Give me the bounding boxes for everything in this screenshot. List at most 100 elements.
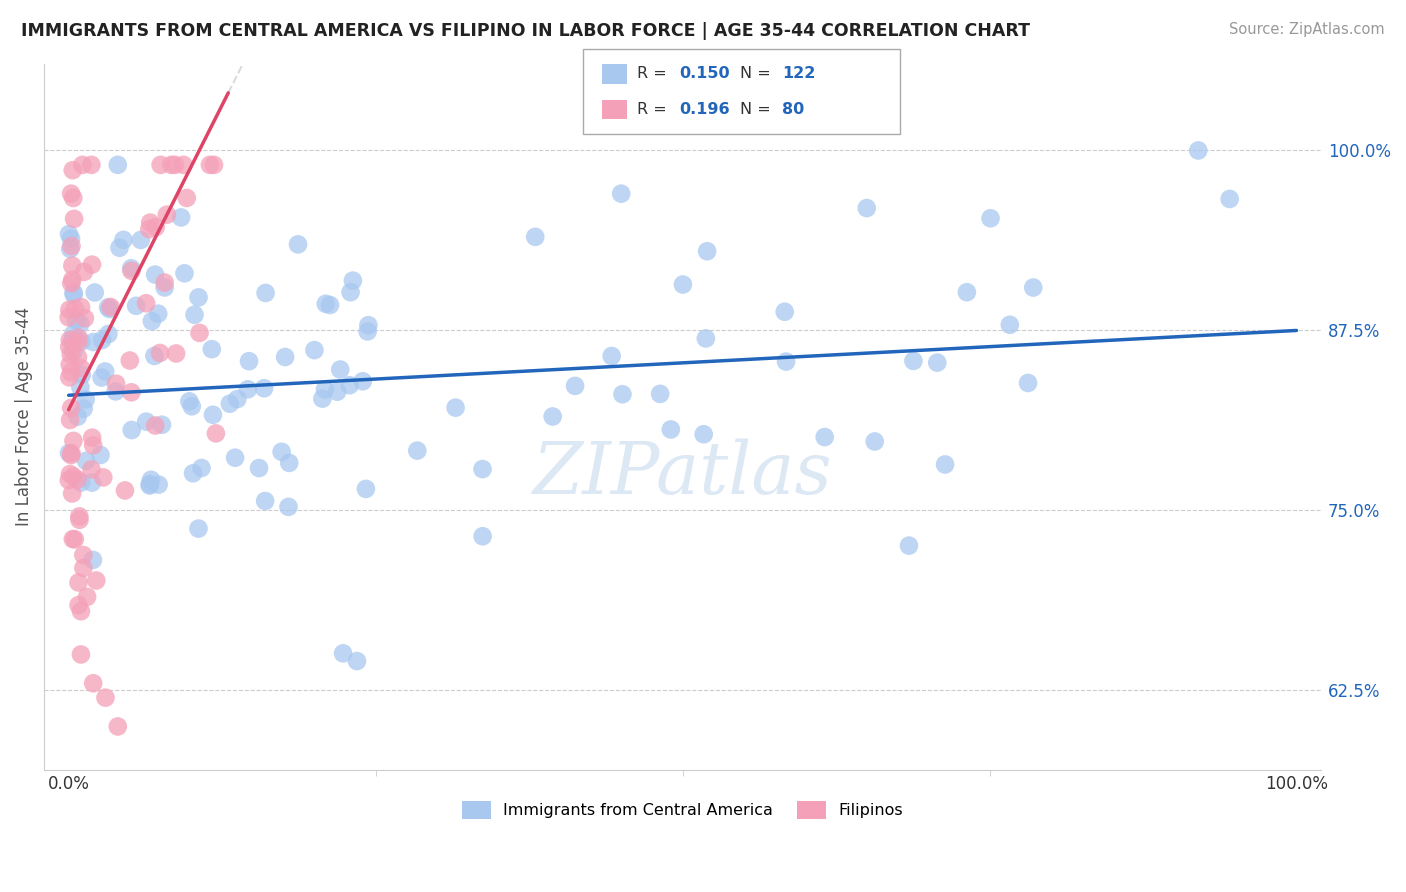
- Point: [58, 310, 80, 325]
- Point: [66, 473, 89, 487]
- Point: [165, 346, 187, 360]
- Point: [82, 438, 104, 452]
- Point: [70, 300, 93, 314]
- Point: [187, 522, 209, 536]
- Point: [112, 233, 135, 247]
- Point: [67, 335, 90, 350]
- Point: [60, 186, 83, 201]
- Point: [254, 285, 277, 300]
- Point: [59, 333, 82, 347]
- Point: [270, 445, 292, 459]
- Point: [82, 553, 104, 567]
- Text: 122: 122: [782, 66, 815, 81]
- Point: [319, 298, 342, 312]
- Point: [172, 158, 194, 172]
- Point: [173, 266, 195, 280]
- Point: [149, 346, 172, 360]
- Point: [60, 486, 83, 500]
- Point: [153, 280, 176, 294]
- Point: [60, 448, 83, 462]
- Point: [58, 370, 80, 384]
- Text: 0.150: 0.150: [679, 66, 730, 81]
- Point: [190, 461, 212, 475]
- Point: [692, 427, 714, 442]
- Point: [775, 354, 797, 368]
- Point: [80, 462, 103, 476]
- Point: [138, 478, 160, 492]
- Point: [59, 347, 82, 361]
- Point: [63, 533, 86, 547]
- Point: [311, 392, 333, 406]
- Text: IMMIGRANTS FROM CENTRAL AMERICA VS FILIPINO IN LABOR FORCE | AGE 35-44 CORRELATI: IMMIGRANTS FROM CENTRAL AMERICA VS FILIP…: [21, 22, 1031, 40]
- Point: [150, 417, 173, 432]
- Point: [90, 370, 112, 384]
- Point: [58, 302, 80, 317]
- Point: [76, 590, 98, 604]
- Point: [659, 422, 682, 436]
- Point: [135, 415, 157, 429]
- Point: [855, 201, 877, 215]
- Point: [100, 300, 122, 314]
- Point: [326, 384, 349, 399]
- Point: [315, 297, 337, 311]
- Point: [94, 364, 117, 378]
- Point: [903, 354, 925, 368]
- Point: [179, 394, 201, 409]
- Point: [89, 448, 111, 462]
- Point: [650, 387, 672, 401]
- Point: [339, 378, 361, 392]
- Point: [1219, 192, 1241, 206]
- Point: [121, 423, 143, 437]
- Point: [62, 191, 84, 205]
- Point: [60, 446, 83, 460]
- Point: [148, 307, 170, 321]
- Point: [80, 475, 103, 490]
- Point: [70, 334, 93, 349]
- Point: [139, 216, 162, 230]
- Point: [863, 434, 886, 449]
- Point: [67, 509, 90, 524]
- Point: [346, 654, 368, 668]
- Point: [60, 273, 83, 287]
- Point: [62, 434, 84, 448]
- Point: [773, 304, 796, 318]
- Text: N =: N =: [740, 102, 776, 117]
- Point: [67, 575, 90, 590]
- Point: [135, 296, 157, 310]
- Point: [97, 326, 120, 341]
- Point: [956, 285, 979, 300]
- Point: [277, 500, 299, 514]
- Point: [238, 354, 260, 368]
- Point: [67, 331, 90, 345]
- Point: [65, 314, 87, 328]
- Point: [695, 331, 717, 345]
- Point: [141, 314, 163, 328]
- Point: [120, 261, 142, 276]
- Point: [160, 158, 183, 172]
- Point: [82, 676, 104, 690]
- Point: [471, 529, 494, 543]
- Text: R =: R =: [637, 102, 672, 117]
- Point: [62, 333, 84, 347]
- Point: [332, 646, 354, 660]
- Point: [62, 285, 84, 300]
- Point: [58, 340, 80, 354]
- Point: [98, 301, 121, 316]
- Point: [139, 473, 162, 487]
- Point: [75, 454, 97, 468]
- Point: [72, 561, 94, 575]
- Point: [80, 158, 103, 172]
- Point: [236, 382, 259, 396]
- Point: [165, 158, 187, 172]
- Point: [72, 548, 94, 562]
- Point: [254, 494, 277, 508]
- Point: [60, 239, 83, 253]
- Point: [80, 258, 103, 272]
- Point: [66, 409, 89, 424]
- Point: [94, 690, 117, 705]
- Point: [62, 532, 84, 546]
- Point: [104, 384, 127, 399]
- Point: [138, 477, 160, 491]
- Point: [143, 268, 166, 282]
- Point: [224, 450, 246, 465]
